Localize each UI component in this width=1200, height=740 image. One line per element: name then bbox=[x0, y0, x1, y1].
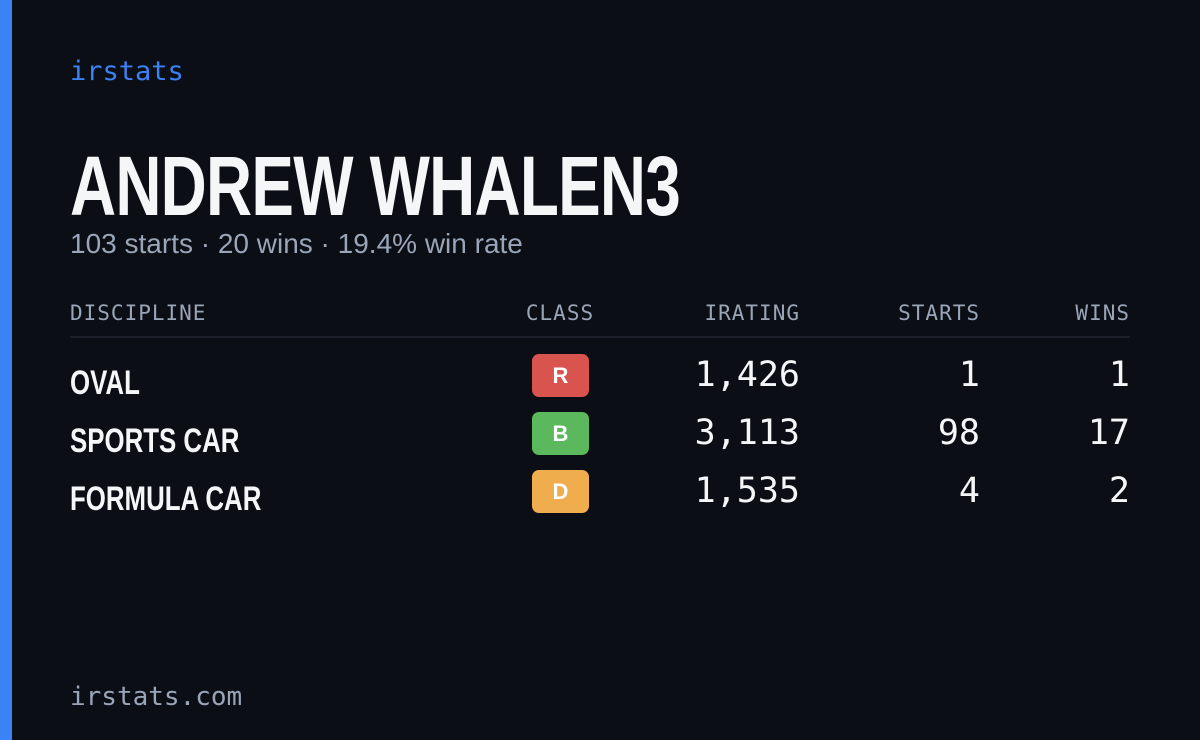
accent-bar bbox=[0, 0, 12, 740]
wins: 2 bbox=[1108, 471, 1130, 511]
irating: 1,426 bbox=[694, 355, 800, 395]
class-badge: D bbox=[532, 470, 589, 513]
wins: 17 bbox=[1087, 413, 1130, 453]
column-header: STARTS bbox=[898, 301, 980, 325]
brand: irstats bbox=[70, 56, 184, 87]
class-badge: R bbox=[532, 354, 589, 397]
class-badge: B bbox=[532, 412, 589, 455]
wins: 1 bbox=[1108, 355, 1130, 395]
column-header: CLASS bbox=[525, 301, 595, 325]
starts: 4 bbox=[958, 471, 980, 511]
footer-url: irstats.com bbox=[70, 682, 243, 712]
driver-name: ANDREW WHALEN3 bbox=[70, 139, 681, 233]
discipline: SPORTS CAR bbox=[70, 422, 240, 460]
header-rule bbox=[70, 336, 1130, 338]
column-header: WINS bbox=[1075, 301, 1130, 325]
irating: 3,113 bbox=[694, 413, 800, 453]
summary: 103 starts · 20 wins · 19.4% win rate bbox=[70, 228, 523, 259]
column-header: DISCIPLINE bbox=[70, 301, 207, 325]
discipline: OVAL bbox=[70, 364, 140, 402]
discipline: FORMULA CAR bbox=[70, 480, 262, 518]
column-header: IRATING bbox=[704, 301, 800, 325]
starts: 98 bbox=[937, 413, 980, 453]
irating: 1,535 bbox=[694, 471, 800, 511]
starts: 1 bbox=[958, 355, 980, 395]
